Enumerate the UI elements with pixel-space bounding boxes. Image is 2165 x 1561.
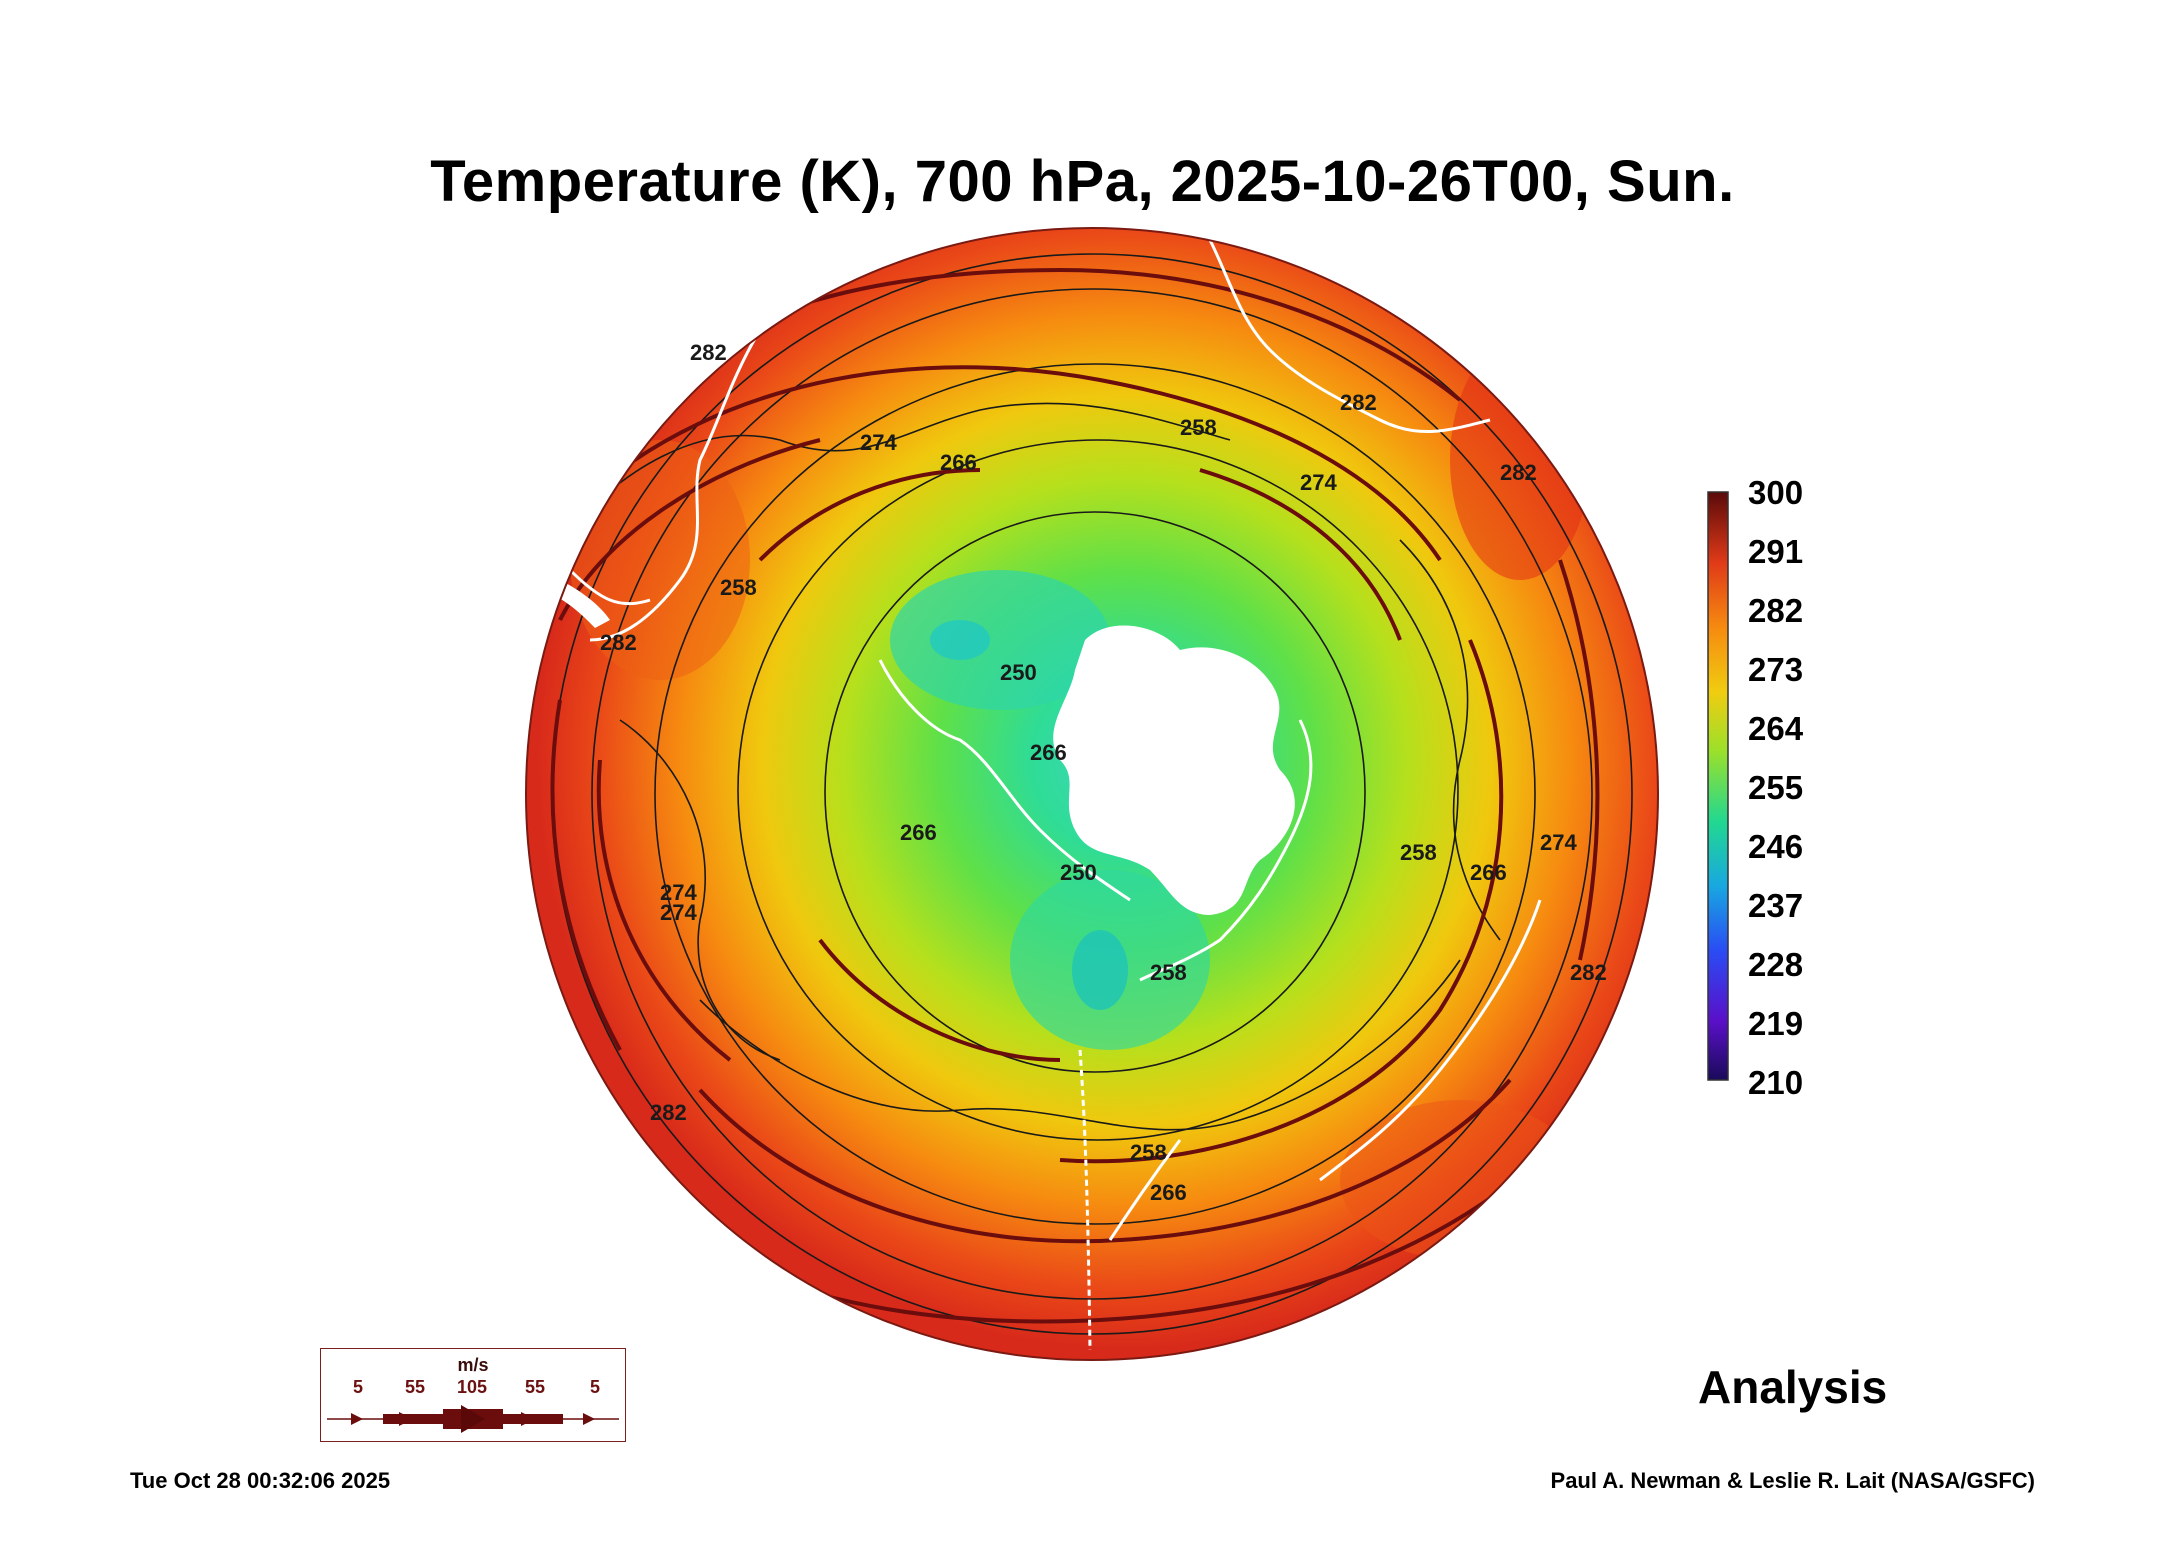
- streamline: [596, 759, 732, 1062]
- contour-label: 258: [1130, 1140, 1167, 1165]
- wind-speed-label: 5: [590, 1377, 601, 1397]
- coastline: [1208, 239, 1491, 433]
- coastline: [589, 329, 762, 642]
- isotherm-258: [737, 439, 1459, 1141]
- date-line: [1078, 1049, 1092, 1351]
- map-border: [525, 227, 1659, 1361]
- wind-speed-label: 55: [525, 1377, 546, 1397]
- contour-label: 274: [660, 900, 697, 925]
- colorbar-tick: 228: [1748, 946, 1804, 983]
- wind-arrowhead: [521, 1412, 535, 1426]
- isotherm-wiggle: [1399, 539, 1501, 941]
- analysis-label: Analysis: [1698, 1361, 1888, 1413]
- coastline: [568, 568, 651, 606]
- colorbar: [1707, 491, 1729, 1081]
- contour-label: 274: [1300, 470, 1337, 495]
- colorbar-tick: 291: [1748, 533, 1804, 570]
- polar-data-gap: [1053, 625, 1295, 915]
- contour-label: 282: [600, 630, 637, 655]
- contour-label: 282: [1340, 390, 1377, 415]
- contour-label: 266: [1030, 740, 1067, 765]
- colorbar-tick: 246: [1748, 828, 1804, 865]
- streamline: [618, 365, 1442, 562]
- coastline: [878, 659, 1131, 902]
- streamline: [558, 438, 821, 621]
- streamline: [758, 468, 981, 562]
- streamline: [1558, 559, 1600, 961]
- colorbar-tick: 273: [1748, 651, 1804, 688]
- wind-arrowhead: [399, 1412, 413, 1426]
- wind-speed-label: 5: [353, 1377, 364, 1397]
- contour-label: 266: [1470, 860, 1507, 885]
- colorbar-tick: 210: [1748, 1064, 1804, 1101]
- coastlines: [568, 239, 1542, 1351]
- contour-label: 274: [1540, 830, 1577, 855]
- plot-title: Temperature (K), 700 hPa, 2025-10-26T00,…: [430, 149, 1735, 214]
- wind-speed-label: 105: [457, 1377, 488, 1397]
- cold-core: [930, 620, 990, 660]
- wind-arrowhead: [351, 1413, 363, 1425]
- contour-label: 258: [1180, 415, 1217, 440]
- contour-label: 274: [660, 880, 697, 905]
- colorbar-tick: 300: [1748, 474, 1804, 511]
- isotherm-250: [824, 511, 1366, 1073]
- coastline: [1139, 719, 1313, 982]
- contour-label: 282: [650, 1100, 687, 1125]
- contour-labels: 282 274 266 258 250 258 266 274 282 282 …: [600, 340, 1607, 1205]
- colorbar-tick: 282: [1748, 592, 1804, 629]
- contour-label: 258: [1400, 840, 1437, 865]
- wind-arrowhead: [583, 1413, 595, 1425]
- cold-core: [1072, 930, 1128, 1010]
- streamline: [818, 938, 1061, 1062]
- streamline: [698, 1078, 1512, 1244]
- warm-lobe: [570, 440, 750, 680]
- cold-pocket: [890, 570, 1110, 710]
- contour-label: 250: [1060, 860, 1097, 885]
- contour-label: 266: [900, 820, 937, 845]
- contour-label: 266: [940, 450, 977, 475]
- coastline: [1108, 1139, 1182, 1241]
- streamline: [550, 699, 622, 1051]
- wind-arrow-scale: [327, 1405, 619, 1433]
- contour-label: 274: [860, 430, 897, 455]
- isotherm-wiggle: [619, 719, 781, 1061]
- contour-label: 258: [1150, 960, 1187, 985]
- isotherm-wiggle: [699, 959, 1461, 1131]
- wind-speed-legend: m/s 5 55 105 55 5: [320, 1348, 626, 1442]
- streamline: [1059, 639, 1504, 1164]
- contour-label: 266: [1150, 1180, 1187, 1205]
- isotherm-274: [591, 288, 1593, 1300]
- coastline: [1319, 899, 1542, 1182]
- credit: Paul A. Newman & Leslie R. Lait (NASA/GS…: [1550, 1468, 2035, 1493]
- contour-label: 282: [1570, 960, 1607, 985]
- streamline: [1199, 468, 1402, 641]
- contour-label: 258: [720, 575, 757, 600]
- colorbar-tick: 219: [1748, 1005, 1804, 1042]
- timestamp: Tue Oct 28 00:32:06 2025: [130, 1468, 391, 1493]
- colorbar-tick: 255: [1748, 769, 1804, 806]
- contour-label: 250: [1000, 660, 1037, 685]
- colorbar-tick: 237: [1748, 887, 1804, 924]
- wind-arrowhead-max: [461, 1405, 485, 1433]
- colorbar-tick: 264: [1748, 710, 1804, 747]
- contour-label: 282: [690, 340, 727, 365]
- wind-speed-label: 55: [405, 1377, 426, 1397]
- wind-unit-label: m/s: [457, 1355, 489, 1375]
- isotherm-266: [654, 363, 1536, 1225]
- contour-label: 282: [1500, 460, 1537, 485]
- isotherm-wiggle: [559, 402, 1231, 541]
